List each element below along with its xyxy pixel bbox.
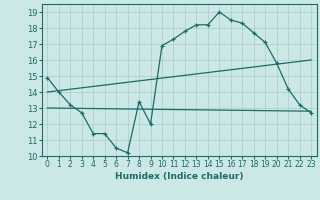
X-axis label: Humidex (Indice chaleur): Humidex (Indice chaleur): [115, 172, 244, 181]
